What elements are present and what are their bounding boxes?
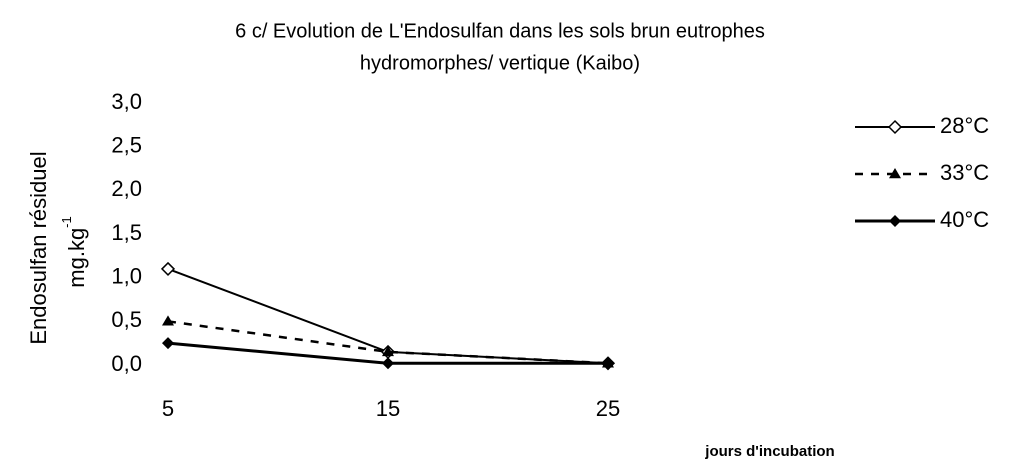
legend-label: 40°C <box>940 207 989 232</box>
y-tick-label: 0,5 <box>111 307 142 332</box>
y-tick-label: 3,0 <box>111 89 142 114</box>
marker <box>162 315 174 326</box>
series-line <box>167 320 609 365</box>
marker <box>160 261 176 276</box>
y-axis-label: Endosulfan résiduel <box>26 151 51 344</box>
y-tick-label: 2,0 <box>111 176 142 201</box>
legend-label: 33°C <box>940 160 989 185</box>
y-tick-label: 0,0 <box>111 351 142 376</box>
marker <box>382 345 394 357</box>
marker <box>382 357 394 370</box>
y-tick-label: 1,5 <box>111 220 142 245</box>
y-tick-label: 1,0 <box>111 263 142 288</box>
x-axis-label: jours d'incubation <box>704 443 834 460</box>
x-tick-label: 5 <box>162 396 174 421</box>
x-tick-label: 25 <box>596 396 620 421</box>
marker <box>887 119 903 135</box>
chart-title: 6 c/ Evolution de L'Endosulfan dans les … <box>235 20 765 42</box>
y-unit-exponent: -1 <box>59 216 74 228</box>
chart-title: hydromorphes/ vertique (Kaibo) <box>360 52 640 74</box>
x-tick-label: 15 <box>376 396 400 421</box>
y-tick-label: 2,5 <box>111 132 142 157</box>
y-axis-unit: mg.kg-1 <box>59 216 88 287</box>
legend-label: 28°C <box>940 113 989 138</box>
marker <box>602 357 614 370</box>
marker <box>162 337 174 350</box>
marker <box>889 215 901 227</box>
y-unit: mg.kg <box>64 228 89 288</box>
marker <box>889 168 901 179</box>
